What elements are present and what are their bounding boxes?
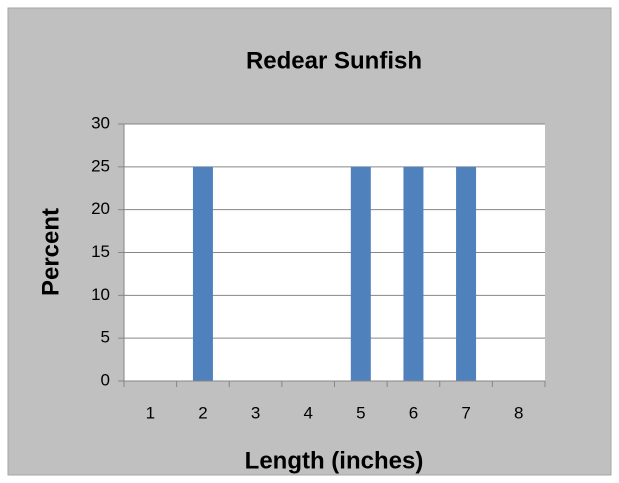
x-axis-label: Length (inches): [245, 447, 424, 474]
x-tick-label: 2: [198, 403, 207, 422]
y-tick-label: 5: [101, 328, 110, 347]
y-tick-label: 15: [91, 242, 110, 261]
x-tick-label: 4: [303, 403, 312, 422]
y-axis-label: Percent: [37, 208, 64, 296]
x-tick-label: 7: [461, 403, 470, 422]
y-tick-label: 20: [91, 199, 110, 218]
y-tick-label: 10: [91, 285, 110, 304]
bar: [403, 166, 424, 381]
bar: [456, 166, 477, 381]
x-tick-label: 5: [356, 403, 365, 422]
y-tick-label: 0: [101, 370, 110, 389]
x-tick-label: 8: [514, 403, 523, 422]
bar: [192, 166, 213, 381]
y-tick-label: 30: [91, 113, 110, 132]
y-tick-label: 25: [91, 156, 110, 175]
x-tick-label: 1: [146, 403, 155, 422]
x-tick-label: 3: [251, 403, 260, 422]
bar: [350, 166, 371, 381]
x-tick-label: 6: [409, 403, 418, 422]
chart-title: Redear Sunfish: [246, 47, 422, 74]
